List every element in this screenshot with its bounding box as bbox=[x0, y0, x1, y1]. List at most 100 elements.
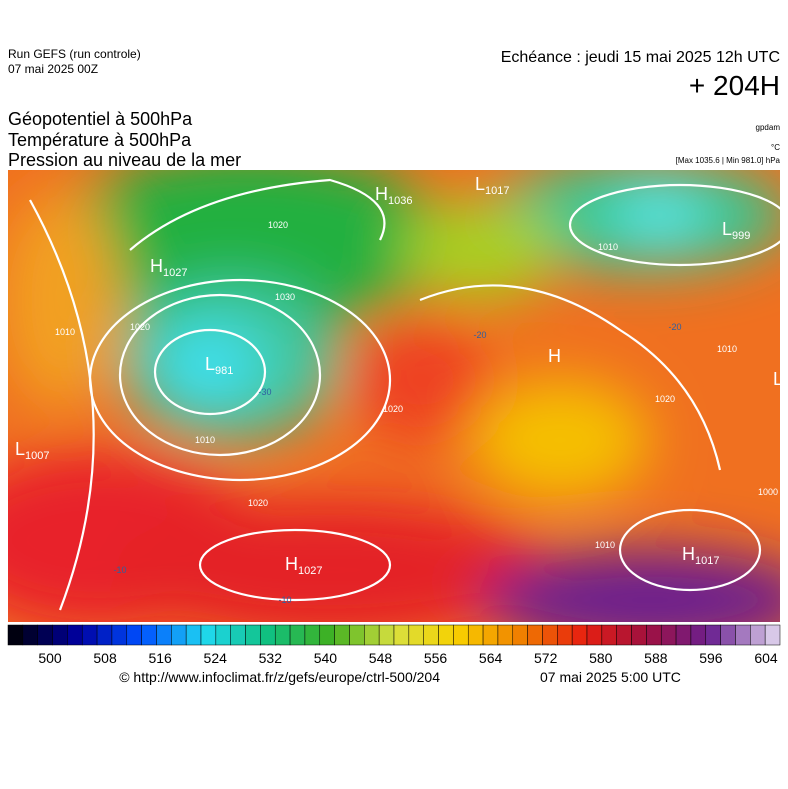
title: Pression au niveau de la mer bbox=[8, 150, 241, 170]
colorbar-tick-label: 500 bbox=[38, 650, 62, 666]
unit: °C bbox=[771, 143, 780, 152]
colorbar-swatch bbox=[230, 624, 246, 646]
colorbar-swatch bbox=[260, 624, 276, 646]
colorbar-swatch bbox=[349, 624, 365, 646]
colorbar-swatch bbox=[453, 624, 469, 646]
timestamp: 07 mai 2025 5:00 UTC bbox=[540, 669, 681, 685]
colorbar-swatch bbox=[512, 624, 528, 646]
contour-label: 1020 bbox=[248, 498, 268, 508]
colorbar-swatch bbox=[52, 624, 68, 646]
source: © http://www.infoclimat.fr/z/gefs/europe… bbox=[119, 669, 440, 685]
pressure-center: L999 bbox=[722, 219, 750, 242]
colorbar-swatch bbox=[67, 624, 83, 646]
contour-label: 1030 bbox=[275, 292, 295, 302]
colorbar-swatch bbox=[542, 624, 558, 646]
pressure-center: H1036 bbox=[375, 184, 412, 207]
colorbar-tick-label: 588 bbox=[644, 650, 668, 666]
center-symbol: L bbox=[475, 174, 485, 194]
center-value: 1017 bbox=[695, 555, 719, 567]
contour-label: 1000 bbox=[758, 487, 778, 497]
colorbar-tick-label: 572 bbox=[534, 650, 558, 666]
colorbar-swatch bbox=[601, 624, 617, 646]
colorbar-swatch bbox=[467, 624, 484, 646]
lead-time: + 204H bbox=[689, 70, 780, 101]
center-value: 1017 bbox=[485, 185, 509, 197]
center-symbol: H bbox=[375, 184, 388, 204]
colorbar-swatch bbox=[438, 624, 454, 646]
colorbar-swatch bbox=[185, 624, 202, 646]
center-symbol: L bbox=[722, 219, 732, 239]
unit: [Max 1035.6 | Min 981.0] hPa bbox=[676, 156, 781, 165]
colorbar-swatch bbox=[690, 624, 707, 646]
colorbar-swatch bbox=[126, 624, 142, 646]
center-value: 1036 bbox=[388, 195, 412, 207]
center-symbol: L bbox=[15, 439, 25, 459]
colorbar-swatch bbox=[111, 624, 128, 646]
colorbar-swatch bbox=[497, 624, 514, 646]
colorbar-tick-label: 580 bbox=[589, 650, 613, 666]
contour-label: -20 bbox=[473, 330, 486, 340]
colorbar-swatch bbox=[527, 624, 543, 646]
contour-label: -10 bbox=[113, 565, 126, 575]
colorbar-swatch bbox=[571, 624, 588, 646]
colorbar-swatch bbox=[334, 624, 350, 646]
colorbar-swatch bbox=[675, 624, 692, 646]
colorbar-swatch bbox=[616, 624, 632, 646]
colorbar-swatch bbox=[705, 624, 721, 646]
colorbar-swatch bbox=[245, 624, 261, 646]
colorbar-swatch bbox=[764, 624, 781, 646]
contour-label: 1010 bbox=[595, 540, 615, 550]
colorbar-tick-label: 532 bbox=[259, 650, 283, 666]
colorbar-tick-label: 604 bbox=[754, 650, 778, 666]
colorbar-swatch bbox=[274, 624, 291, 646]
pressure-center: H1027 bbox=[285, 554, 322, 577]
contour-label: 1010 bbox=[717, 344, 737, 354]
run-date: 07 mai 2025 00Z bbox=[8, 62, 98, 76]
contour-label: 1010 bbox=[195, 435, 215, 445]
colorbar: 500 508 516 524 532 540 548 556 564 572 580 588 596 6… bbox=[7, 624, 781, 666]
colorbar-swatch bbox=[7, 624, 24, 646]
colorbar-swatch bbox=[96, 624, 113, 646]
center-symbol: H bbox=[285, 554, 298, 574]
contour-label: 1010 bbox=[598, 242, 618, 252]
colorbar-tick-label: 564 bbox=[479, 650, 503, 666]
center-symbol: L bbox=[205, 354, 215, 374]
contour-label: 1020 bbox=[130, 322, 150, 332]
title: Géopotentiel à 500hPa bbox=[8, 109, 193, 129]
pressure-center: H bbox=[548, 346, 561, 366]
pressure-center: L bbox=[773, 369, 783, 389]
pressure-center: L1007 bbox=[15, 439, 50, 462]
colorbar-swatch bbox=[319, 624, 335, 646]
contour-label: 1020 bbox=[383, 404, 403, 414]
pressure-center: H1027 bbox=[150, 256, 187, 279]
center-value: 999 bbox=[732, 230, 750, 242]
colorbar-swatch bbox=[156, 624, 172, 646]
colorbar-swatch bbox=[200, 624, 217, 646]
contour-label: 1020 bbox=[268, 220, 288, 230]
contour-label: 1020 bbox=[655, 394, 675, 404]
colorbar-swatch bbox=[735, 624, 751, 646]
colorbar-swatch bbox=[37, 624, 53, 646]
center-value: 981 bbox=[215, 365, 233, 377]
colorbar-swatch bbox=[750, 624, 766, 646]
title: Température à 500hPa bbox=[8, 130, 192, 150]
colorbar-tick-label: 508 bbox=[93, 650, 117, 666]
center-value: 1027 bbox=[163, 267, 187, 279]
colorbar-swatch bbox=[557, 624, 573, 646]
center-value: 1007 bbox=[25, 450, 49, 462]
colorbar-swatch bbox=[141, 624, 157, 646]
colorbar-tick-label: 516 bbox=[148, 650, 172, 666]
contour-label: -30 bbox=[258, 387, 271, 397]
colorbar-swatch bbox=[482, 624, 499, 646]
colorbar-tick-label: 540 bbox=[314, 650, 338, 666]
colorbar-swatch bbox=[646, 624, 662, 646]
contour-label: -20 bbox=[668, 322, 681, 332]
center-symbol: H bbox=[682, 544, 695, 564]
center-value: 1027 bbox=[298, 565, 322, 577]
center-symbol: H bbox=[548, 346, 561, 366]
colorbar-swatch bbox=[171, 624, 187, 646]
pressure-center: H1017 bbox=[682, 544, 719, 567]
colorbar-swatch bbox=[304, 624, 321, 646]
colorbar-swatch bbox=[215, 624, 231, 646]
